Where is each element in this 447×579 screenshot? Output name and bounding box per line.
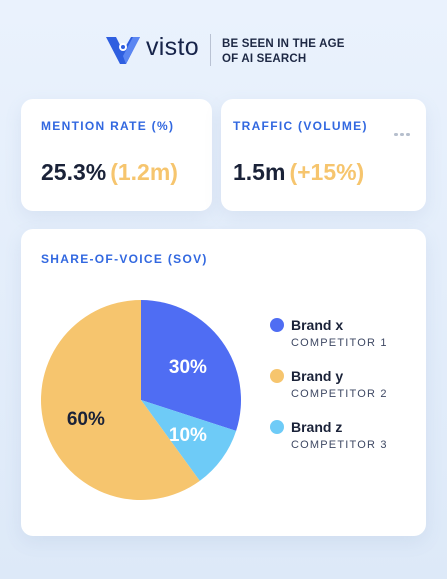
brand-name: visto (146, 33, 199, 61)
more-horizontal-icon[interactable] (394, 123, 412, 136)
traffic-label: TRAFFIC (VOLUME) (233, 119, 368, 133)
chart-legend: Brand x COMPETITOR 1 Brand y COMPETITOR 2 Br… (270, 317, 420, 478)
legend-swatch-brand-z (270, 420, 284, 434)
mention-rate-metric: 25.3% (1.2m) (41, 159, 178, 186)
mention-rate-sub: (1.2m) (110, 159, 178, 185)
mention-rate-card: MENTION RATE (%) 25.3% (1.2m) (21, 99, 212, 211)
pie-slice-brand-y (40, 300, 200, 500)
legend-name-brand-y: Brand y (291, 368, 344, 384)
traffic-sub: (+15%) (289, 159, 365, 185)
mention-rate-value: 25.3% (41, 159, 107, 185)
pie-label-brand-z: 10% (169, 425, 207, 446)
legend-name-brand-x: Brand x (291, 317, 344, 333)
pie-label-brand-x: 30% (169, 357, 207, 378)
legend-swatch-brand-x (270, 318, 284, 332)
header-divider (210, 34, 211, 66)
header: visto BE SEEN IN THE AGE OF AI SEARCH (0, 0, 447, 100)
tagline-line-1: BE SEEN IN THE AGE (222, 38, 345, 50)
pie-chart: 30% 10% 60% (40, 300, 242, 500)
legend-sublabel-brand-z: COMPETITOR 3 (291, 439, 388, 451)
tagline-line-2: OF AI SEARCH (222, 53, 307, 65)
visto-logo-icon (106, 37, 140, 64)
traffic-value: 1.5m (233, 159, 286, 185)
pie-slice-brand-z (141, 400, 237, 481)
sov-card: SHARE-OF-VOICE (SOV) 30% 10% 60% Brand x CO… (21, 229, 426, 536)
traffic-card: TRAFFIC (VOLUME) 1.5m (+15%) (221, 99, 426, 211)
legend-swatch-brand-y (270, 369, 284, 383)
tagline: BE SEEN IN THE AGE OF AI SEARCH (222, 37, 422, 67)
chart-title: SHARE-OF-VOICE (SOV) (41, 252, 208, 266)
pie-label-brand-y: 60% (67, 409, 105, 430)
legend-name-brand-z: Brand z (291, 419, 343, 435)
legend-sublabel-brand-y: COMPETITOR 2 (291, 388, 388, 400)
traffic-metric: 1.5m (+15%) (233, 159, 364, 186)
legend-sublabel-brand-x: COMPETITOR 1 (291, 337, 388, 349)
pie-slice-brand-x (141, 300, 242, 431)
mention-rate-label: MENTION RATE (%) (41, 119, 175, 133)
